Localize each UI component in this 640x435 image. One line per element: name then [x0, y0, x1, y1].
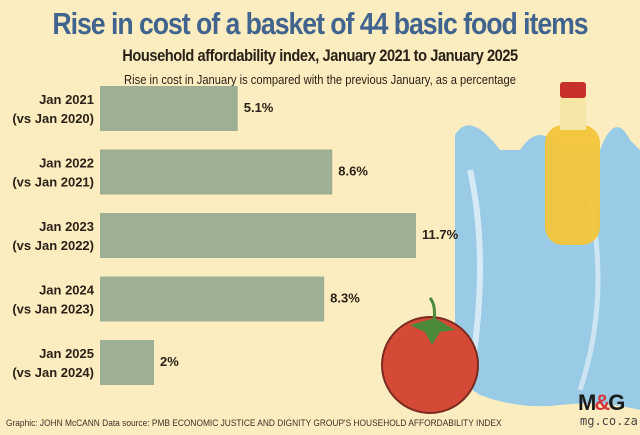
chart-title: Rise in cost of a basket of 44 basic foo… — [52, 6, 588, 41]
footer-credit: Graphic: JOHN McCANN Data source: PMB EC… — [6, 418, 502, 429]
mg-logo: M&G — [578, 390, 625, 415]
bar — [100, 86, 238, 131]
data-label: 11.7% — [422, 227, 459, 242]
category-sublabel: (vs Jan 2022) — [12, 238, 94, 253]
data-label: 5.1% — [244, 100, 274, 115]
bar — [100, 276, 325, 322]
bar — [100, 340, 155, 385]
site-url: mg.co.za — [580, 414, 638, 428]
bar — [100, 149, 333, 195]
category-label: Jan 2021 — [39, 92, 94, 107]
category-label: Jan 2023 — [39, 219, 94, 234]
data-label: 8.6% — [338, 164, 368, 179]
category-sublabel: (vs Jan 2023) — [12, 302, 94, 317]
data-label: 2% — [160, 354, 179, 369]
category-label: Jan 2024 — [39, 283, 95, 298]
bar — [100, 213, 416, 258]
category-label: Jan 2022 — [39, 156, 94, 171]
shopping-bag-illustration — [381, 82, 640, 414]
category-sublabel: (vs Jan 2021) — [12, 175, 94, 190]
chart-note: Rise in cost in January is compared with… — [124, 72, 516, 87]
category-sublabel: (vs Jan 2020) — [12, 111, 94, 126]
chart-subtitle: Household affordability index, January 2… — [122, 46, 518, 65]
data-label: 8.3% — [330, 291, 360, 306]
category-label: Jan 2025 — [39, 346, 94, 361]
category-sublabel: (vs Jan 2024) — [12, 365, 94, 380]
